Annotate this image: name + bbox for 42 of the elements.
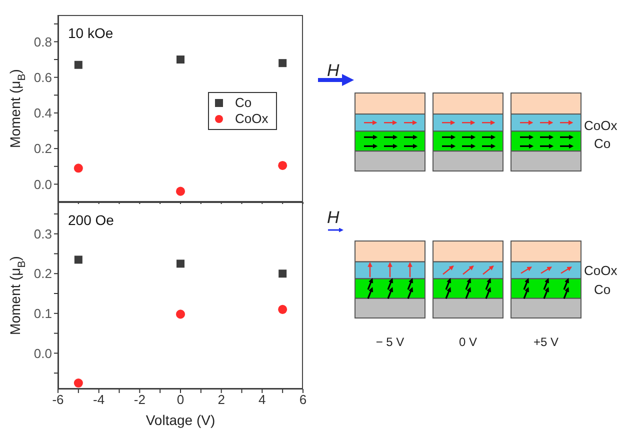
legend-label: Co xyxy=(235,95,252,111)
y-tick-label: 0.3 xyxy=(34,226,52,242)
point xyxy=(278,304,288,314)
x-tick-label: -4 xyxy=(93,392,105,408)
text: − 5 V xyxy=(376,335,404,349)
text: CoOx xyxy=(584,118,618,133)
text: CoOx xyxy=(584,263,618,278)
point xyxy=(74,256,82,264)
point xyxy=(278,270,287,278)
y-tick-label: 0.2 xyxy=(34,141,52,156)
point xyxy=(176,186,186,196)
y-tick-label: 0.4 xyxy=(34,106,52,121)
point xyxy=(176,56,184,64)
text: Co xyxy=(594,282,611,297)
x-tick-label: -2 xyxy=(134,392,146,408)
annotation: 10 kOe xyxy=(68,25,114,41)
y-tick-label: 0.0 xyxy=(34,346,52,361)
point xyxy=(74,60,82,69)
text: 0 V xyxy=(458,335,478,349)
legend-label: CoOx xyxy=(235,111,268,127)
y-tick-label: 0.2 xyxy=(34,266,52,282)
y-tick-label: 0.6 xyxy=(34,70,52,85)
x-tick-label: 2 xyxy=(218,392,225,408)
point xyxy=(278,59,287,68)
point xyxy=(74,378,83,388)
x-tick-label: -6 xyxy=(52,392,64,408)
point xyxy=(176,310,186,319)
y-tick-label: 0.1 xyxy=(34,306,52,322)
annotation: 200 Oe xyxy=(68,212,114,228)
text: H xyxy=(327,208,340,227)
text: +5 V xyxy=(533,335,559,349)
point xyxy=(74,164,83,173)
text: Co xyxy=(594,136,611,151)
point xyxy=(278,160,288,170)
x-tick-label: 6 xyxy=(299,392,307,408)
x-axis-title: Voltage (V) xyxy=(146,412,216,428)
y-tick-label: 0.0 xyxy=(34,176,52,192)
text: H xyxy=(327,61,340,80)
y-tick-label: 0.8 xyxy=(34,34,52,50)
point xyxy=(176,260,184,268)
x-tick-label: 0 xyxy=(176,392,184,408)
x-tick-label: 4 xyxy=(258,392,266,408)
